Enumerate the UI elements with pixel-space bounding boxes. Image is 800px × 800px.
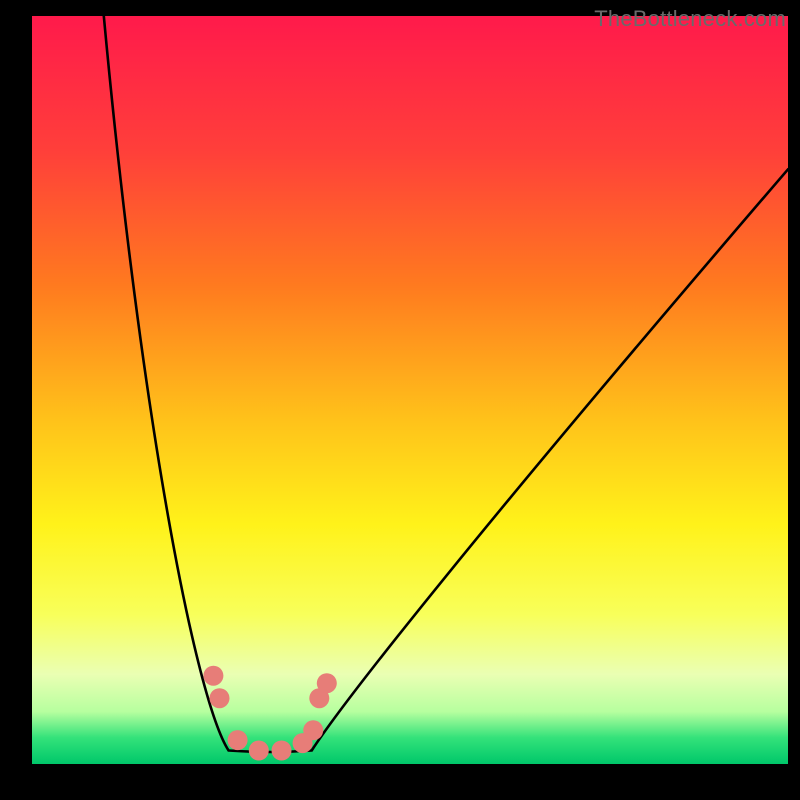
chart-svg — [0, 0, 800, 800]
frame-edge — [0, 764, 800, 776]
frame-edge — [0, 776, 800, 800]
frame-edge — [788, 0, 800, 800]
watermark-text: TheBottleneck.com — [594, 6, 786, 32]
frame-edge — [0, 0, 800, 4]
marker-dot — [249, 741, 269, 761]
gradient-background — [32, 16, 788, 764]
marker-dot — [203, 666, 223, 686]
marker-dot — [210, 688, 230, 708]
marker-dot — [228, 730, 248, 750]
frame-edge — [0, 0, 32, 800]
marker-dot — [272, 741, 292, 761]
marker-dot — [317, 673, 337, 693]
marker-dot — [303, 720, 323, 740]
